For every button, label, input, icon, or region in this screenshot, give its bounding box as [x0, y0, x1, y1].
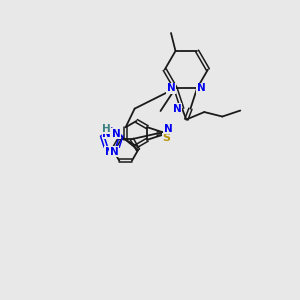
Text: H: H	[102, 124, 111, 134]
Text: N: N	[103, 129, 111, 139]
Text: N: N	[173, 104, 182, 114]
Text: N: N	[105, 147, 114, 157]
Text: N: N	[197, 83, 206, 93]
Text: N: N	[112, 129, 121, 139]
Text: N: N	[164, 124, 172, 134]
Text: N: N	[110, 147, 118, 157]
Text: N: N	[167, 83, 176, 93]
Text: S: S	[162, 134, 170, 143]
